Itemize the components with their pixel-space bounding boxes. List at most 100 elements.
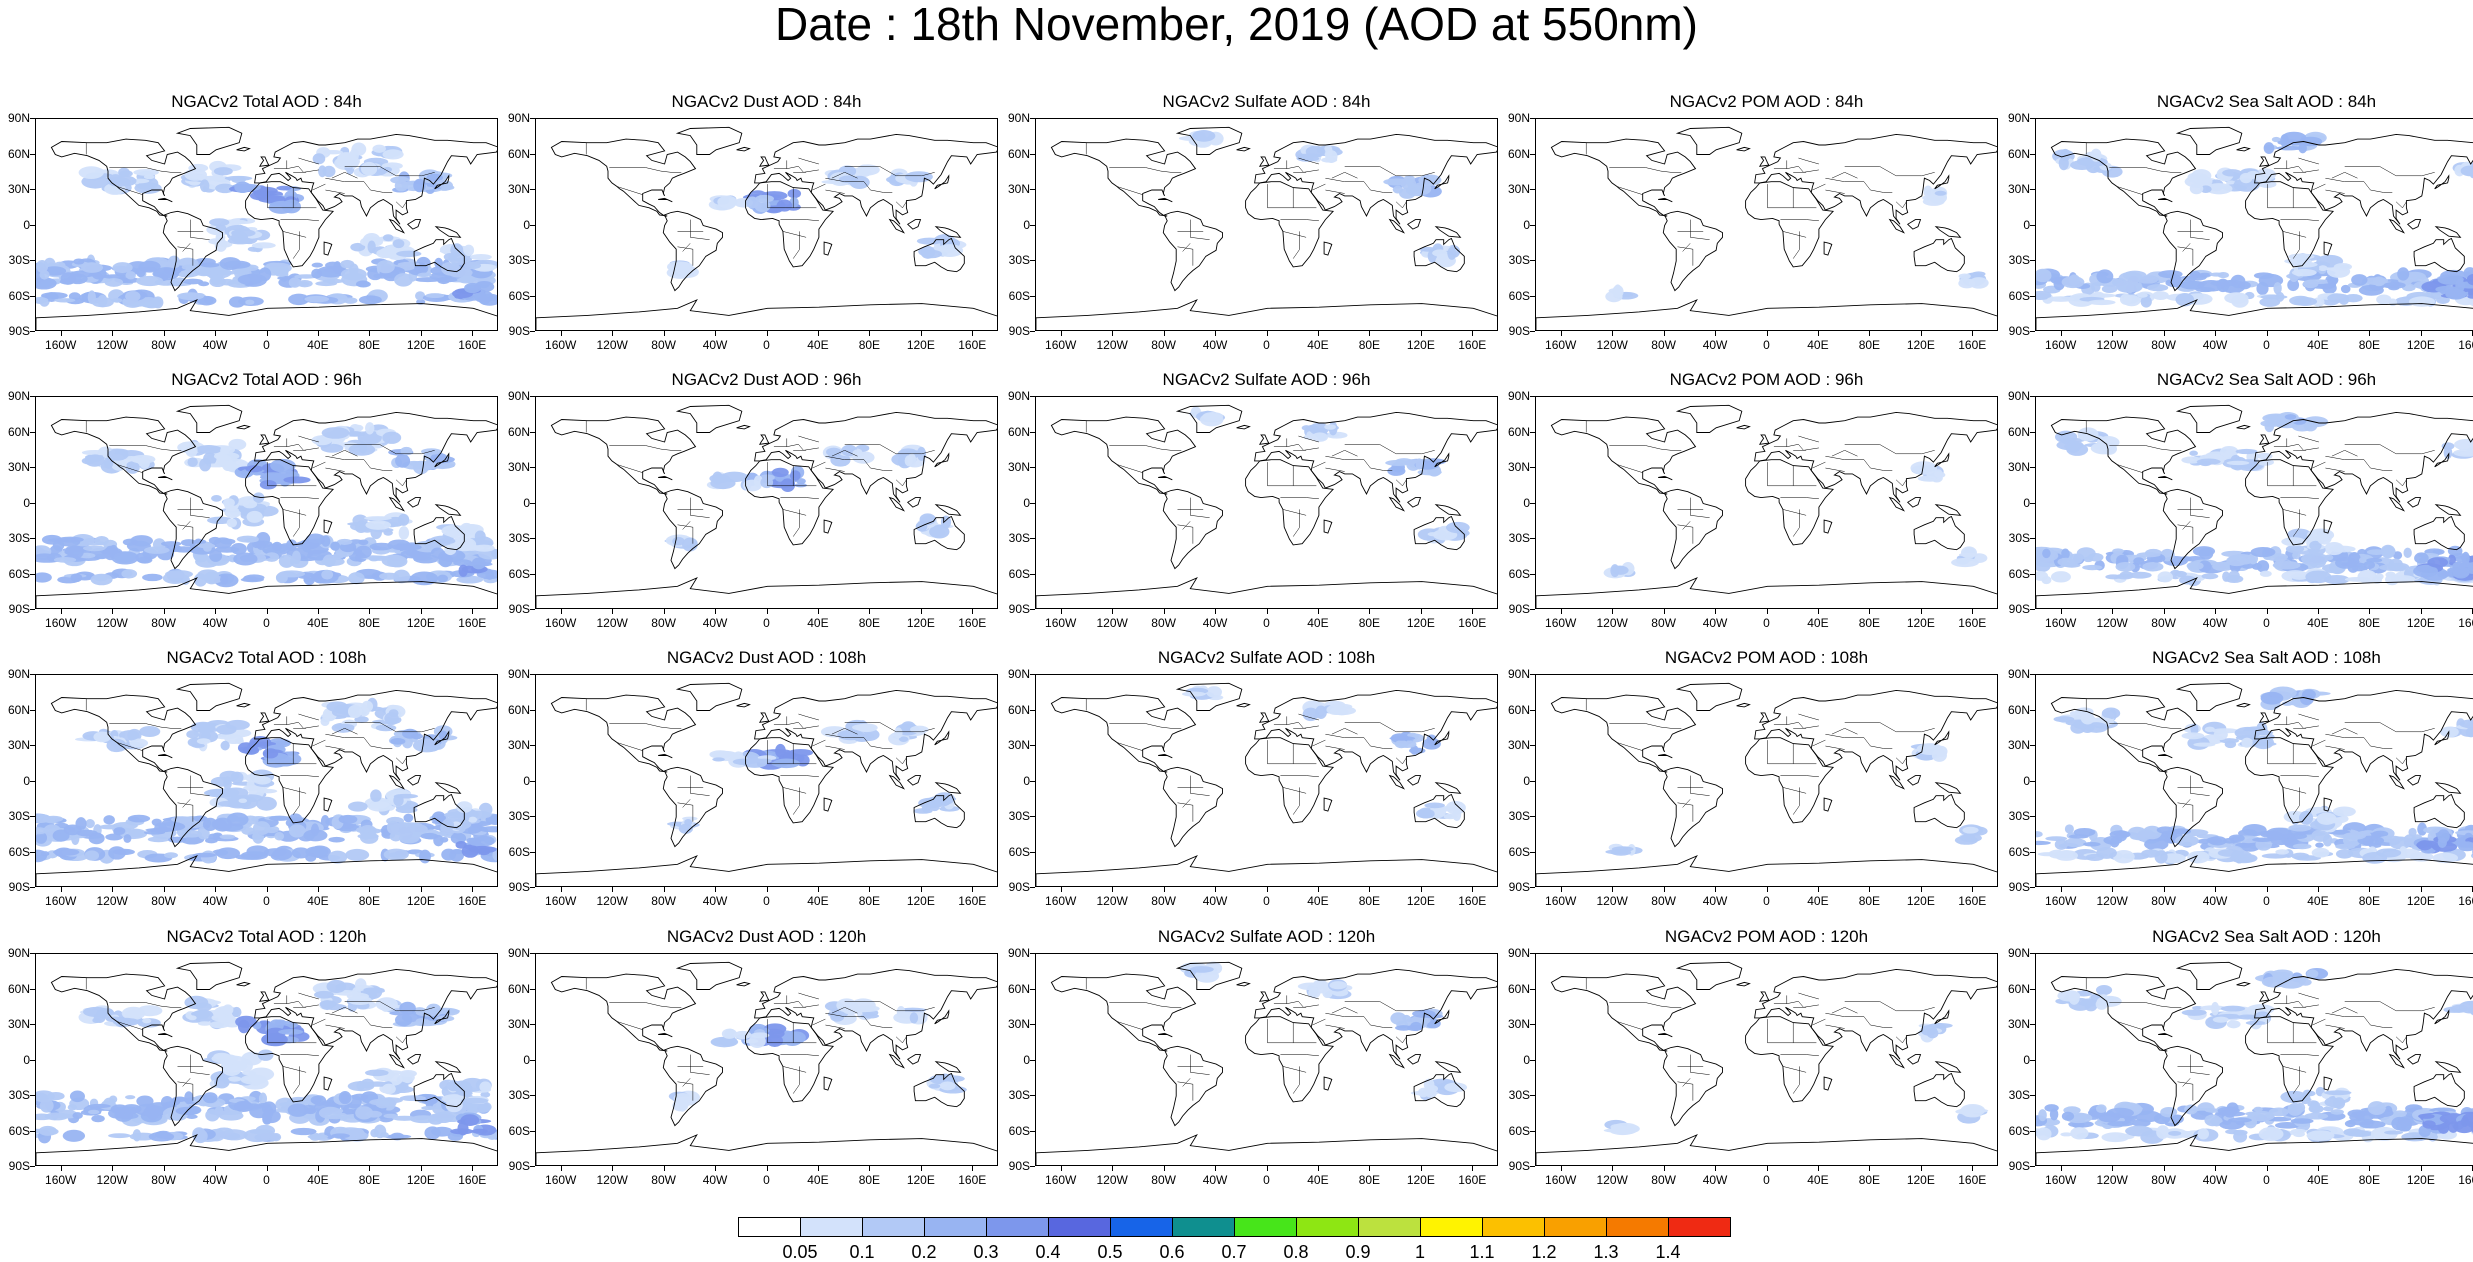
lon-tick-label: 120E: [2399, 1174, 2443, 1186]
lat-tick: [530, 1166, 535, 1167]
lat-tick-label: 30S: [0, 532, 30, 544]
lat-tick: [30, 887, 35, 888]
lat-tick: [30, 432, 35, 433]
lat-tick: [1030, 1095, 1035, 1096]
world-map: [1035, 118, 1498, 331]
lon-tick: [1421, 887, 1422, 892]
lat-tick-label: 60N: [1000, 983, 1030, 995]
lat-tick-label: 30S: [2000, 1089, 2030, 1101]
lat-tick: [530, 609, 535, 610]
lon-tick-label: 160E: [1950, 1174, 1994, 1186]
lat-tick-label: 90S: [2000, 603, 2030, 615]
lon-tick: [1715, 331, 1716, 336]
lon-tick-label: 80W: [1642, 895, 1686, 907]
lat-tick-label: 0: [500, 775, 530, 787]
lon-tick-label: 40E: [2296, 1174, 2340, 1186]
lat-tick: [1030, 296, 1035, 297]
lon-tick-label: 80E: [847, 339, 891, 351]
lon-tick: [1612, 887, 1613, 892]
lon-tick: [164, 609, 165, 614]
world-map: [535, 118, 998, 331]
aod-shading: [2036, 686, 2473, 864]
lon-tick-label: 120E: [1899, 1174, 1943, 1186]
lon-tick-label: 0: [245, 617, 289, 629]
lat-tick-label: 60S: [2000, 568, 2030, 580]
lon-tick-label: 40E: [1796, 617, 1840, 629]
lon-tick-label: 120E: [1399, 1174, 1443, 1186]
lat-tick: [530, 674, 535, 675]
lon-tick-label: 0: [2245, 617, 2289, 629]
lon-tick-label: 160W: [1539, 1174, 1583, 1186]
lat-tick: [530, 781, 535, 782]
lon-tick: [1369, 887, 1370, 892]
lon-tick: [972, 1166, 973, 1171]
lat-tick-label: 0: [1500, 497, 1530, 509]
lon-tick-label: 160W: [2039, 1174, 2083, 1186]
lon-tick: [818, 1166, 819, 1171]
lat-tick: [1030, 852, 1035, 853]
lon-tick-label: 160W: [2039, 895, 2083, 907]
lat-tick-label: 0: [500, 497, 530, 509]
lon-tick-label: 120E: [1899, 617, 1943, 629]
lon-tick: [1818, 331, 1819, 336]
lat-tick: [1530, 674, 1535, 675]
lon-tick: [1921, 331, 1922, 336]
lon-tick-label: 120W: [90, 617, 134, 629]
lon-tick-label: 80E: [347, 339, 391, 351]
lon-tick-label: 0: [1245, 895, 1289, 907]
lon-tick: [664, 331, 665, 336]
lon-tick: [1972, 331, 1973, 336]
lon-tick: [1972, 609, 1973, 614]
lat-tick-label: 60N: [0, 983, 30, 995]
lon-tick-label: 40E: [1296, 1174, 1340, 1186]
lon-tick-label: 160E: [1450, 1174, 1494, 1186]
lat-tick-label: 90N: [1000, 668, 1030, 680]
lat-tick-label: 0: [500, 1054, 530, 1066]
lon-tick: [2369, 331, 2370, 336]
lon-tick-label: 80W: [2142, 895, 2186, 907]
colorbar-swatch: [1668, 1217, 1731, 1237]
lat-tick: [1030, 710, 1035, 711]
lat-tick: [30, 781, 35, 782]
lon-tick: [1267, 331, 1268, 336]
lon-tick: [1215, 609, 1216, 614]
lon-tick: [421, 331, 422, 336]
lon-tick: [869, 1166, 870, 1171]
lon-tick-label: 40W: [1193, 617, 1237, 629]
lon-tick-label: 0: [1245, 617, 1289, 629]
lat-tick-label: 90N: [1500, 112, 1530, 124]
lat-tick: [530, 887, 535, 888]
panel-title: NGACv2 Dust AOD : 108h: [535, 648, 998, 668]
lon-tick: [1818, 887, 1819, 892]
lon-tick-label: 0: [1245, 1174, 1289, 1186]
lat-tick-label: 60N: [1000, 426, 1030, 438]
lon-tick: [318, 609, 319, 614]
lat-tick: [1530, 467, 1535, 468]
lon-tick: [2267, 1166, 2268, 1171]
colorbar-label: 1.4: [1643, 1243, 1693, 1261]
panel-title: NGACv2 POM AOD : 108h: [1535, 648, 1998, 668]
lat-tick: [530, 745, 535, 746]
lon-tick: [318, 1166, 319, 1171]
lon-tick: [2318, 1166, 2319, 1171]
lat-tick-label: 90S: [2000, 881, 2030, 893]
lon-tick-label: 120E: [1899, 895, 1943, 907]
lon-tick: [164, 1166, 165, 1171]
aod-shading: [36, 422, 498, 587]
lat-tick: [30, 852, 35, 853]
lon-tick-label: 80E: [847, 617, 891, 629]
colorbar-label: 0.05: [775, 1243, 825, 1261]
lat-tick-label: 90N: [2000, 390, 2030, 402]
lat-tick-label: 60S: [500, 290, 530, 302]
lon-tick: [561, 609, 562, 614]
lat-tick-label: 90S: [1500, 881, 1530, 893]
lon-tick: [2215, 1166, 2216, 1171]
lat-tick: [1030, 989, 1035, 990]
lat-tick: [1530, 852, 1535, 853]
lat-tick-label: 60N: [500, 983, 530, 995]
lat-tick: [30, 1131, 35, 1132]
lat-tick-label: 60S: [1000, 568, 1030, 580]
